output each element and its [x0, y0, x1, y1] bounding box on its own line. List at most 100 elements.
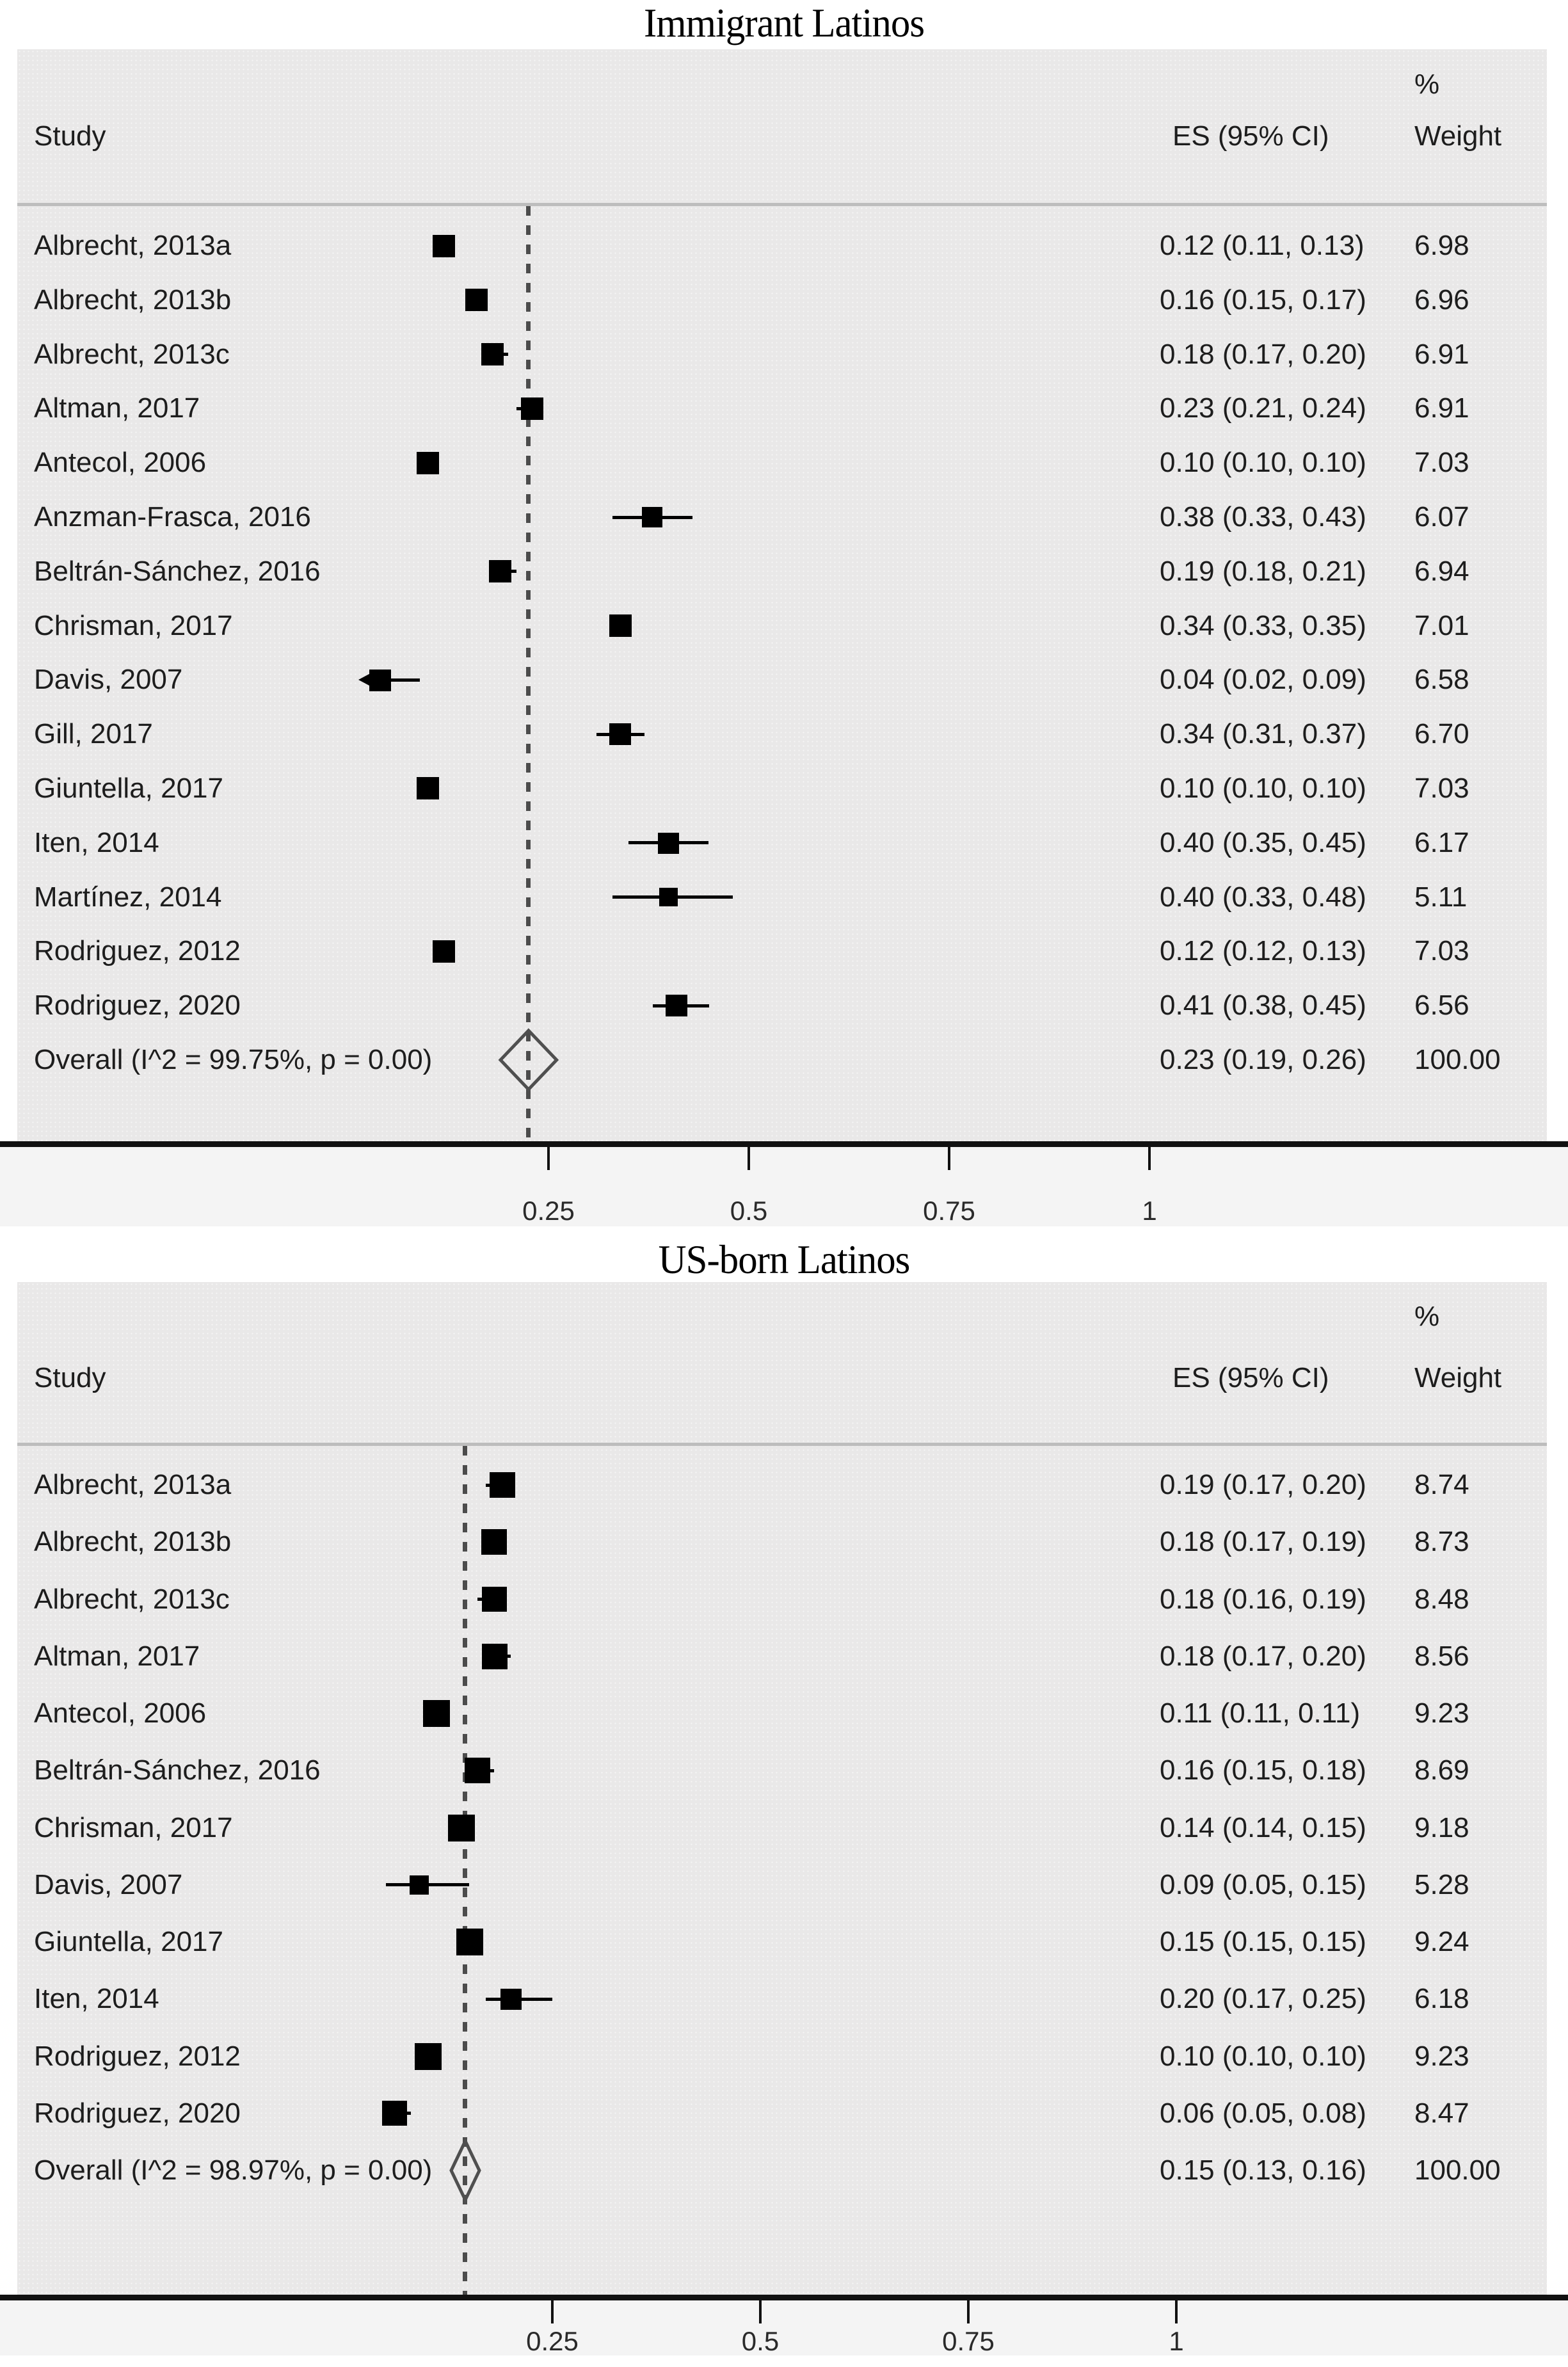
study-label: Iten, 2014 — [34, 827, 159, 858]
effect-square — [410, 1875, 429, 1895]
study-label: Chrisman, 2017 — [34, 610, 233, 641]
effect-square — [482, 1587, 507, 1612]
effect-square — [423, 1700, 450, 1727]
effect-square — [500, 1989, 522, 2010]
overall-weight-value: 100.00 — [1414, 2154, 1501, 2186]
null-line — [526, 206, 531, 1144]
weight-value: 6.17 — [1414, 827, 1469, 858]
es-value: 0.34 (0.33, 0.35) — [1160, 610, 1366, 641]
null-line — [463, 1446, 467, 2297]
overall-diamond-icon — [498, 1028, 559, 1092]
weight-value: 8.48 — [1414, 1584, 1469, 1615]
weight-value: 7.01 — [1414, 610, 1469, 641]
es-value: 0.38 (0.33, 0.43) — [1160, 501, 1366, 533]
weight-value: 7.03 — [1414, 773, 1469, 804]
effect-square — [481, 1529, 507, 1555]
study-label: Giuntella, 2017 — [34, 1926, 223, 1957]
es-value: 0.20 (0.17, 0.25) — [1160, 1983, 1366, 2014]
column-header-weight: Weight — [1414, 1362, 1502, 1393]
weight-value: 5.11 — [1414, 881, 1468, 913]
weight-value: 8.47 — [1414, 2098, 1469, 2129]
study-label: Albrecht, 2013b — [34, 1526, 232, 1557]
study-label: Rodriguez, 2012 — [34, 935, 241, 967]
study-label: Albrecht, 2013c — [34, 1584, 230, 1615]
es-value: 0.11 (0.11, 0.11) — [1160, 1697, 1361, 1729]
study-label: Martínez, 2014 — [34, 881, 222, 913]
es-value: 0.10 (0.10, 0.10) — [1160, 773, 1366, 804]
es-value: 0.40 (0.35, 0.45) — [1160, 827, 1366, 858]
es-value: 0.34 (0.31, 0.37) — [1160, 718, 1366, 750]
x-tick — [759, 2300, 762, 2323]
effect-square — [658, 833, 679, 854]
x-tick — [1148, 1147, 1151, 1170]
study-label: Beltrán-Sánchez, 2016 — [34, 1754, 321, 1786]
column-header-es: ES (95% CI) — [1172, 120, 1329, 152]
weight-value: 6.98 — [1414, 230, 1469, 261]
overall-diamond-icon — [449, 2138, 481, 2203]
study-label: Altman, 2017 — [34, 1641, 200, 1672]
column-header-weight: Weight — [1414, 120, 1502, 152]
es-value: 0.10 (0.10, 0.10) — [1160, 2041, 1366, 2072]
study-label: Albrecht, 2013a — [34, 1469, 232, 1500]
effect-square — [448, 1815, 475, 1841]
weight-value: 6.94 — [1414, 556, 1469, 587]
weight-value: 8.73 — [1414, 1526, 1469, 1557]
x-axis-line — [0, 2295, 1568, 2300]
effect-square — [465, 1758, 490, 1783]
es-value: 0.23 (0.21, 0.24) — [1160, 392, 1366, 424]
study-label: Anzman-Frasca, 2016 — [34, 501, 311, 533]
study-label: Rodriguez, 2020 — [34, 2098, 241, 2129]
study-label: Iten, 2014 — [34, 1983, 159, 2014]
study-label: Giuntella, 2017 — [34, 773, 223, 804]
weight-value: 6.91 — [1414, 339, 1469, 370]
x-tick — [948, 1147, 950, 1170]
tick-strip — [0, 2300, 1568, 2355]
header-separator — [17, 1443, 1547, 1446]
es-value: 0.04 (0.02, 0.09) — [1160, 664, 1366, 695]
es-value: 0.40 (0.33, 0.48) — [1160, 881, 1366, 913]
effect-square — [659, 888, 678, 906]
weight-value: 7.03 — [1414, 935, 1469, 967]
effect-square — [417, 777, 439, 799]
weight-value: 9.18 — [1414, 1812, 1469, 1843]
overall-label: Overall (I^2 = 99.75%, p = 0.00) — [34, 1044, 433, 1075]
effect-square — [369, 670, 391, 691]
weight-value: 6.58 — [1414, 664, 1469, 695]
es-value: 0.14 (0.14, 0.15) — [1160, 1812, 1366, 1843]
ci-line — [365, 678, 420, 682]
column-header-percent: % — [1414, 1301, 1440, 1332]
study-label: Albrecht, 2013a — [34, 230, 232, 261]
overall-es-value: 0.15 (0.13, 0.16) — [1160, 2154, 1366, 2186]
panel-title: Immigrant Latinos — [643, 0, 925, 45]
study-label: Antecol, 2006 — [34, 447, 207, 478]
effect-square — [609, 723, 631, 745]
weight-value: 6.70 — [1414, 718, 1469, 750]
study-label: Davis, 2007 — [34, 1869, 183, 1900]
weight-value: 9.23 — [1414, 1697, 1469, 1729]
x-tick — [1175, 2300, 1178, 2323]
study-label: Davis, 2007 — [34, 664, 183, 695]
effect-square — [490, 1472, 515, 1498]
es-value: 0.18 (0.16, 0.19) — [1160, 1584, 1366, 1615]
effect-square — [642, 507, 662, 527]
es-value: 0.19 (0.18, 0.21) — [1160, 556, 1366, 587]
effect-square — [481, 343, 504, 365]
overall-weight-value: 100.00 — [1414, 1044, 1501, 1075]
es-value: 0.12 (0.11, 0.13) — [1160, 230, 1364, 261]
weight-value: 6.91 — [1414, 392, 1469, 424]
es-value: 0.18 (0.17, 0.20) — [1160, 339, 1366, 370]
es-value: 0.41 (0.38, 0.45) — [1160, 990, 1366, 1021]
x-tick — [547, 1147, 550, 1170]
x-tick — [967, 2300, 970, 2323]
study-label: Rodriguez, 2012 — [34, 2041, 241, 2072]
effect-square — [417, 452, 439, 474]
weight-value: 8.56 — [1414, 1641, 1469, 1672]
es-value: 0.15 (0.15, 0.15) — [1160, 1926, 1366, 1957]
weight-value: 8.74 — [1414, 1469, 1469, 1500]
effect-square — [456, 1929, 483, 1955]
overall-label: Overall (I^2 = 98.97%, p = 0.00) — [34, 2154, 433, 2186]
weight-value: 6.96 — [1414, 284, 1469, 316]
study-label: Albrecht, 2013c — [34, 339, 230, 370]
